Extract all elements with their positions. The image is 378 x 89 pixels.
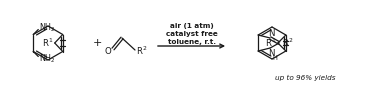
Text: R$^1$: R$^1$: [265, 37, 277, 49]
Text: R$^2$: R$^2$: [136, 45, 147, 57]
Text: air (1 atm): air (1 atm): [170, 23, 213, 29]
Text: H: H: [273, 55, 277, 61]
Text: NH$_2$: NH$_2$: [39, 21, 56, 34]
Text: catalyst free: catalyst free: [166, 31, 217, 37]
Text: up to 96% yields: up to 96% yields: [275, 75, 335, 81]
Text: O: O: [104, 46, 111, 56]
Text: R$^2$: R$^2$: [282, 37, 293, 49]
Text: toluene, r.t.: toluene, r.t.: [167, 39, 215, 45]
Text: NH$_2$: NH$_2$: [39, 52, 56, 65]
Text: R$^1$: R$^1$: [42, 37, 54, 49]
Text: N: N: [268, 28, 274, 37]
Text: N: N: [268, 49, 274, 58]
Text: +: +: [92, 38, 102, 48]
